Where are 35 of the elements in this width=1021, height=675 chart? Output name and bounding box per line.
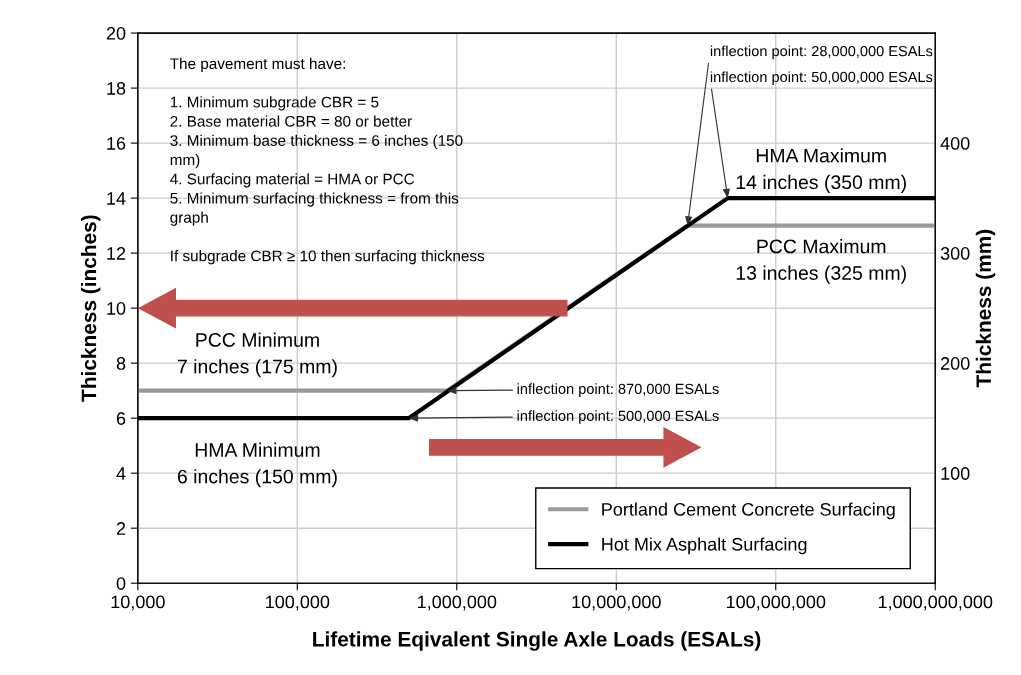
y-axis-title: Thickness (inches): [80, 215, 101, 402]
x-tick-label: 1,000,000,000: [878, 595, 993, 611]
y2-tick-label: 300: [940, 247, 970, 260]
annotation: PCC Minimum 7 inches (175 mm): [177, 332, 337, 378]
y-tick-label: 8: [116, 357, 126, 370]
y2-tick-label: 400: [940, 137, 970, 150]
y2-tick-label: 200: [941, 357, 970, 370]
x-tick-label: 10,000,000: [572, 595, 661, 611]
x-tick-label: 100,000,000: [726, 595, 826, 611]
legend-label: Portland Cement Concrete Surfacing: [602, 502, 895, 520]
y2-axis-title: Thickness (mm): [975, 229, 996, 388]
x-tick-label: 1,000,000: [418, 595, 497, 611]
y-tick-label: 6: [116, 412, 126, 425]
annotation: inflection point: 870,000 ESALs: [517, 383, 719, 397]
annotation: inflection point: 500,000 ESALs: [517, 410, 719, 424]
y-tick-label: 4: [116, 467, 126, 480]
y-tick-label: 12: [107, 247, 126, 260]
y-tick-label: 0: [116, 577, 126, 590]
y-tick-label: 14: [107, 192, 126, 205]
y-tick-label: 16: [107, 137, 126, 150]
annotation: inflection point: 50,000,000 ESALs: [710, 71, 933, 85]
legend-label: Hot Mix Asphalt Surfacing: [602, 537, 807, 555]
y-tick-label: 20: [106, 27, 126, 40]
x-axis-title: Lifetime Eqivalent Single Axle Loads (ESALs): [313, 631, 761, 651]
annotation: HMA Maximum 14 inches (350 mm): [736, 148, 906, 193]
x-tick-label: 100,000: [266, 595, 330, 611]
x-tick-label: 10,000: [111, 595, 165, 611]
annotation: PCC Maximum 13 inches (325 mm): [736, 239, 906, 284]
y-tick-label: 10: [107, 302, 126, 315]
annotation: HMA Minimum 6 inches (150 mm): [177, 442, 337, 488]
y-tick-label: 18: [107, 82, 126, 95]
annotation: inflection point: 28,000,000 ESALs: [710, 45, 933, 60]
text: The pavement must have: 1. Minimum subgrade CBR = 5 2. Base material CBR = 80 or better 3. Minimum base thickness = 6 inches (150 mm) 4. Surfacing material = HMA or PCC 5. Minimum surfacing thickness = from this graph If subgrade CBR ≥ 10 then surfacing thickness: [170, 57, 485, 265]
y2-tick-label: 100: [941, 467, 970, 480]
y-tick-label: 2: [116, 522, 126, 535]
